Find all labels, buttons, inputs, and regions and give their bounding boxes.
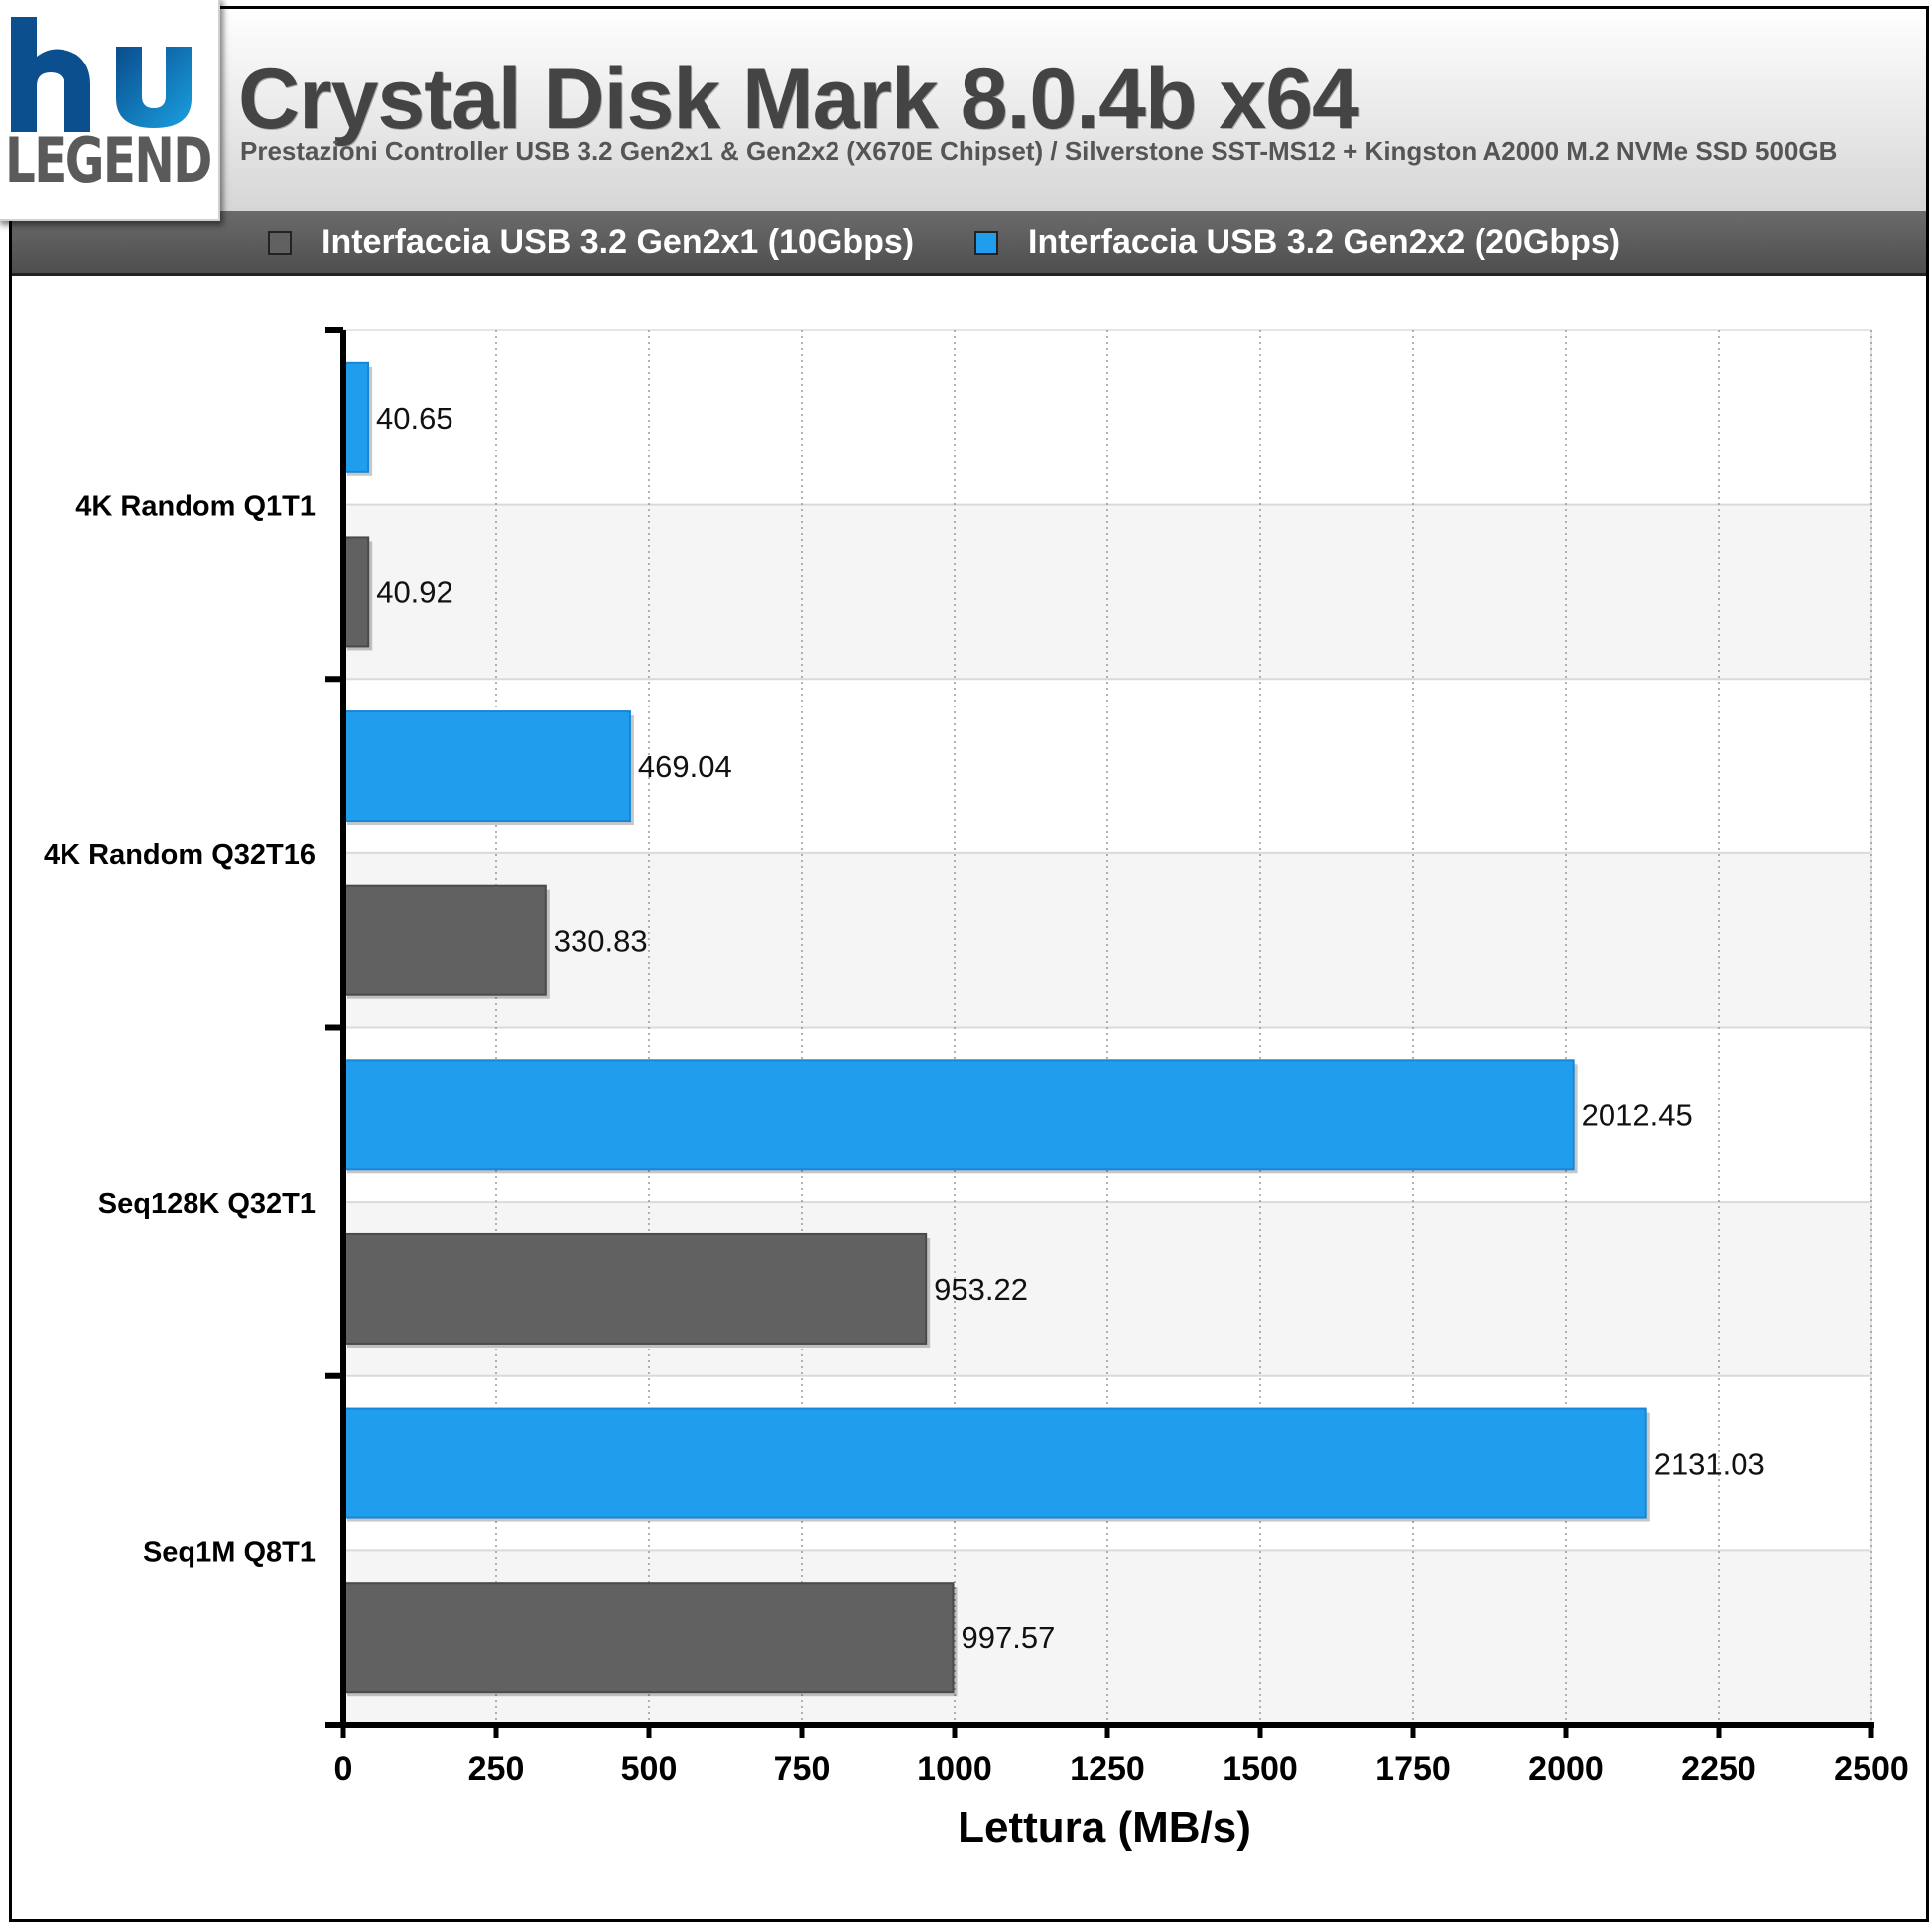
x-tick-label: 250 xyxy=(468,1750,525,1788)
x-tick-label: 750 xyxy=(774,1750,831,1788)
bar-gen2x2-0 xyxy=(342,361,370,473)
bar-gen2x1-3 xyxy=(342,1582,955,1694)
legend-label-gen2x1: Interfaccia USB 3.2 Gen2x1 (10Gbps) xyxy=(322,223,915,261)
legend-swatch-gen2x2 xyxy=(974,230,998,255)
bar-gen2x2-2 xyxy=(342,1059,1575,1171)
bars xyxy=(342,361,1650,1697)
category-label: Seq128K Q32T1 xyxy=(98,1188,316,1220)
x-tick-label: 1750 xyxy=(1375,1750,1451,1788)
bar-gen2x2-1 xyxy=(342,710,631,823)
category-label: 4K Random Q32T16 xyxy=(44,839,316,871)
chart-subtitle: Prestazioni Controller USB 3.2 Gen2x1 & … xyxy=(240,136,1838,166)
x-tick-label: 2250 xyxy=(1681,1750,1756,1788)
y-category-labels: 4K Random Q1T1 4K Random Q32T16 Seq128K Q3… xyxy=(44,491,316,1569)
value-label: 469.04 xyxy=(638,749,732,784)
chart-header: Crystal Disk Mark 8.0.4b x64 Prestazioni… xyxy=(12,9,1926,214)
logo-hu-mark-icon xyxy=(11,17,192,132)
value-label: 997.57 xyxy=(962,1620,1056,1655)
x-tick-label: 500 xyxy=(621,1750,678,1788)
axes xyxy=(325,327,1874,1738)
hwlegend-logo: LEGEND xyxy=(0,0,220,221)
legend: Interfaccia USB 3.2 Gen2x1 (10Gbps) Inte… xyxy=(12,211,1926,276)
x-tick-labels: 0 250 500 750 1000 1250 1500 1750 2000 2250 2500 xyxy=(334,1750,1909,1788)
value-label: 953.22 xyxy=(934,1272,1028,1307)
bar-gen2x1-1 xyxy=(342,884,547,996)
legend-item-gen2x2: Interfaccia USB 3.2 Gen2x2 (20Gbps) xyxy=(974,223,1620,262)
x-tick-label: 0 xyxy=(334,1750,353,1788)
category-label: 4K Random Q1T1 xyxy=(75,491,316,523)
category-label: Seq1M Q8T1 xyxy=(143,1536,316,1568)
x-tick-label: 2000 xyxy=(1528,1750,1604,1788)
logo-wordmark: LEGEND xyxy=(5,124,212,196)
chart-title: Crystal Disk Mark 8.0.4b x64 xyxy=(238,52,1359,147)
legend-label-gen2x2: Interfaccia USB 3.2 Gen2x2 (20Gbps) xyxy=(1028,223,1621,261)
legend-swatch-gen2x1 xyxy=(268,230,292,255)
x-tick-label: 1500 xyxy=(1223,1750,1298,1788)
value-label: 330.83 xyxy=(554,924,648,959)
value-labels: 40.65 40.92 469.04 330.83 2012.45 953.22 2131.… xyxy=(376,401,1765,1655)
bar-gen2x2-3 xyxy=(342,1407,1647,1519)
value-label: 40.92 xyxy=(376,575,453,609)
x-tick-label: 1250 xyxy=(1070,1750,1145,1788)
value-label: 40.65 xyxy=(376,401,453,436)
x-tick-label: 1000 xyxy=(917,1750,992,1788)
x-tick-label: 2500 xyxy=(1834,1750,1909,1788)
value-label: 2131.03 xyxy=(1654,1447,1765,1481)
legend-item-gen2x1: Interfaccia USB 3.2 Gen2x1 (10Gbps) xyxy=(268,223,914,262)
value-label: 2012.45 xyxy=(1582,1097,1693,1132)
bar-gen2x1-0 xyxy=(342,536,370,648)
x-axis-label: Lettura (MB/s) xyxy=(958,1803,1251,1852)
bar-gen2x1-2 xyxy=(342,1232,928,1345)
